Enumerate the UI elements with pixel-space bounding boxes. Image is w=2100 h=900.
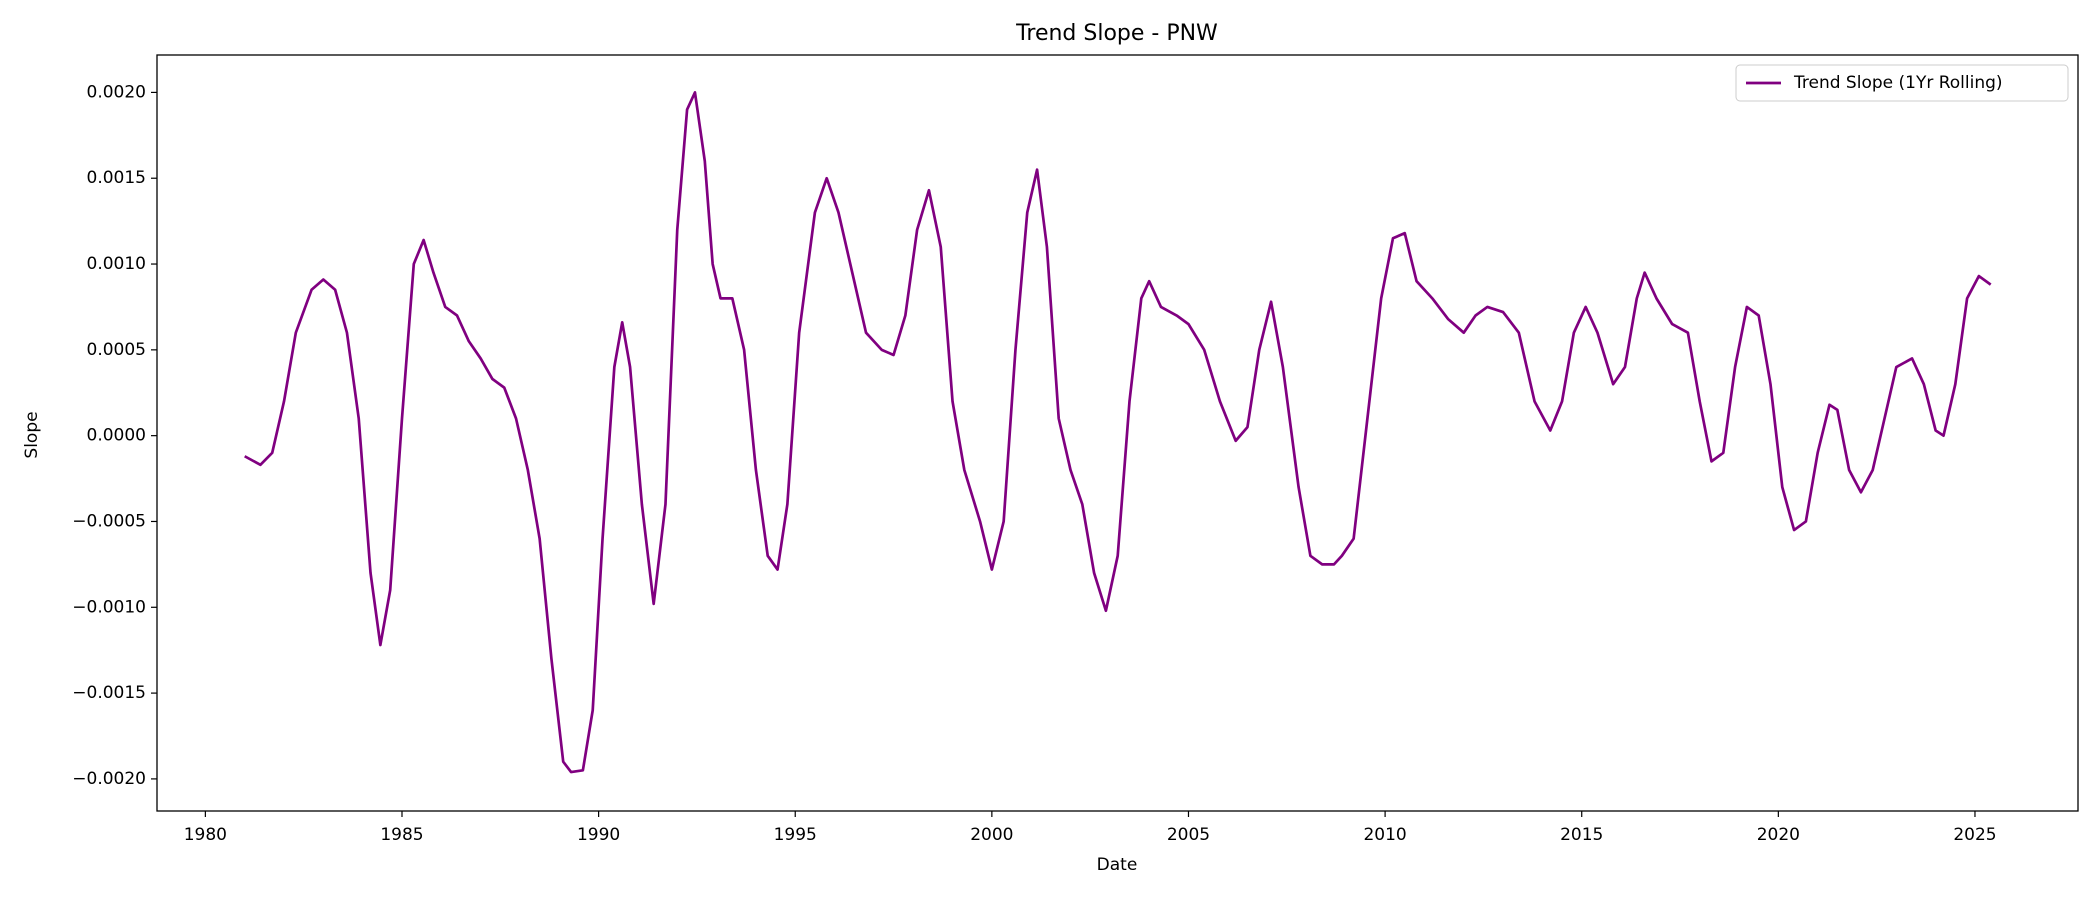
x-tick-label: 2020	[1757, 825, 1800, 845]
chart-title: Trend Slope - PNW	[1015, 21, 1218, 46]
y-tick-label: 0.0005	[87, 340, 146, 360]
legend-label: Trend Slope (1Yr Rolling)	[1793, 73, 2003, 93]
x-tick-label: 1995	[774, 825, 817, 845]
y-tick-label: 0.0000	[87, 426, 146, 446]
y-axis-label: Slope	[22, 411, 42, 458]
y-tick-label: −0.0010	[72, 597, 146, 617]
y-tick-label: −0.0015	[72, 683, 146, 703]
y-tick-label: −0.0020	[72, 769, 146, 789]
x-tick-label: 1980	[184, 825, 227, 845]
x-tick-label: 2000	[970, 825, 1013, 845]
x-axis-label: Date	[1097, 855, 1138, 875]
legend-box	[1735, 64, 2069, 102]
x-tick-label: 2010	[1363, 825, 1406, 845]
x-tick-label: 2025	[1953, 825, 1996, 845]
x-tick-label: 1990	[577, 825, 620, 845]
x-tick-label: 2005	[1167, 825, 1210, 845]
y-tick-label: 0.0015	[87, 168, 146, 188]
x-tick-label: 2015	[1560, 825, 1603, 845]
series-line	[244, 91, 1992, 774]
y-tick-label: −0.0005	[72, 511, 146, 531]
plot-frame	[156, 54, 2079, 812]
x-tick-label: 1985	[380, 825, 423, 845]
y-tick-label: 0.0010	[87, 254, 146, 274]
y-tick-label: 0.0020	[87, 82, 146, 102]
